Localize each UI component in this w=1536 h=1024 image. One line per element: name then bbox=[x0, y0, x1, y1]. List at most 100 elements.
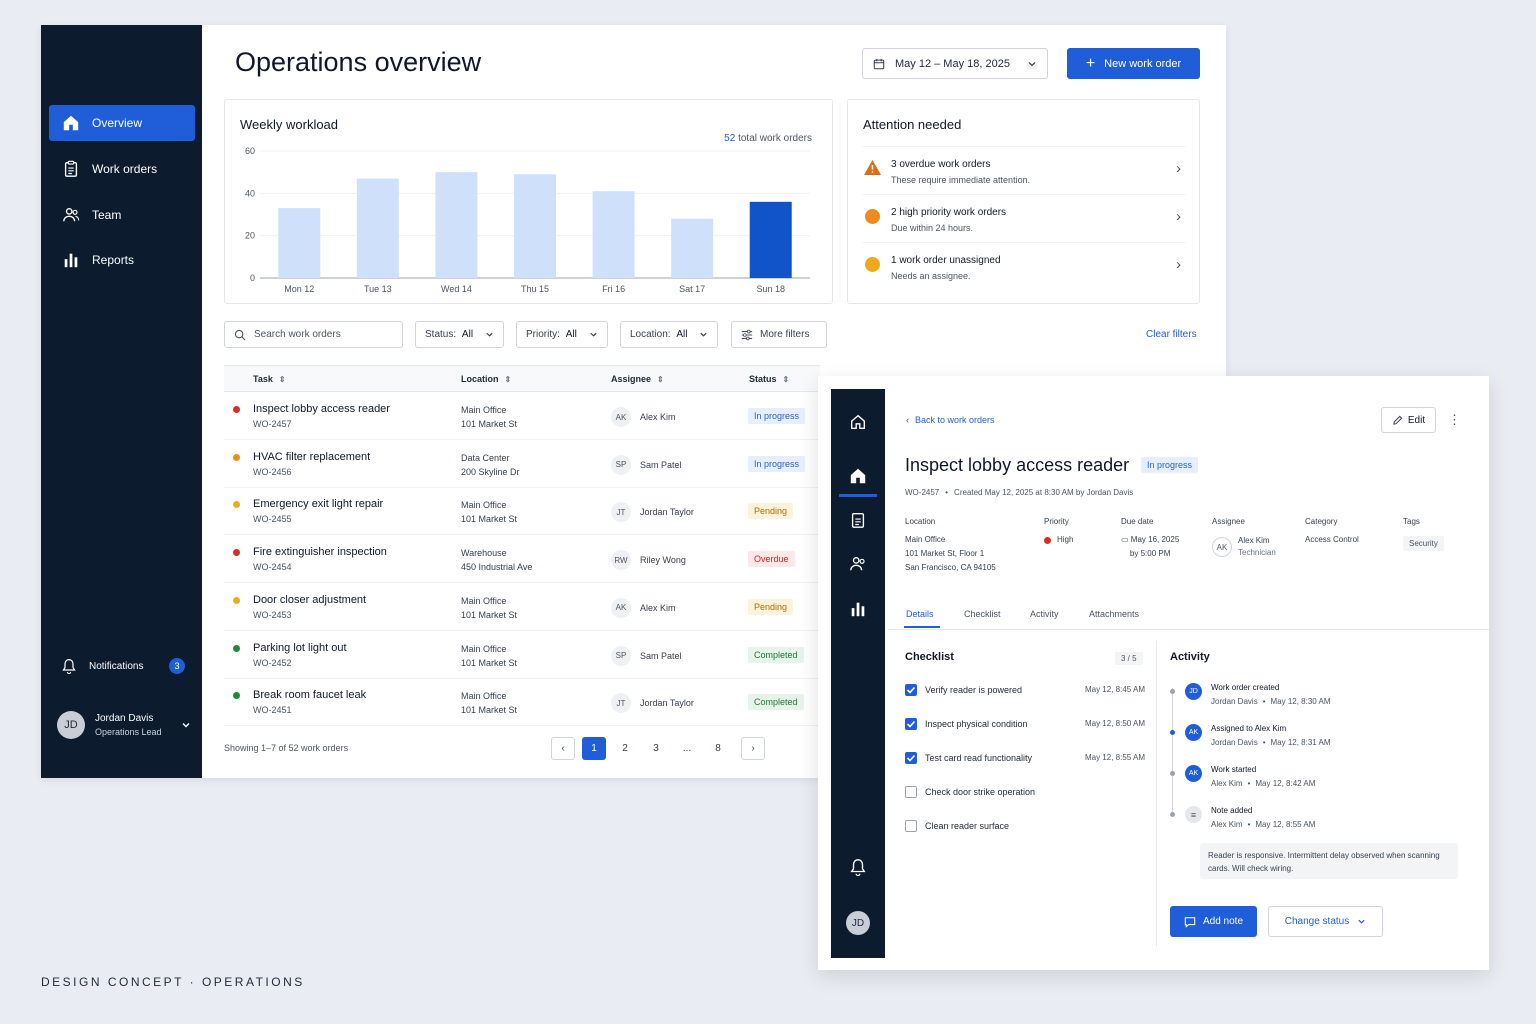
page-button[interactable]: 2 bbox=[622, 743, 628, 754]
home-outline-icon[interactable] bbox=[849, 413, 867, 431]
add-note-button[interactable]: Add note bbox=[1170, 906, 1257, 937]
chart-title: Weekly workload bbox=[240, 117, 339, 132]
checkbox-checked[interactable] bbox=[905, 718, 917, 730]
search-input[interactable]: Search work orders bbox=[254, 329, 341, 340]
back-link[interactable]: ‹ Back to work orders bbox=[906, 415, 995, 425]
status-filter[interactable]: Status: All bbox=[415, 321, 504, 348]
th-task[interactable]: Task ⇕ bbox=[253, 374, 286, 384]
bar[interactable] bbox=[671, 218, 714, 278]
table-row[interactable]: Emergency exit light repair WO-2455 Main O… bbox=[224, 488, 820, 536]
nav-reports[interactable]: Reports bbox=[49, 242, 195, 278]
nav-work-orders[interactable]: Work orders bbox=[49, 151, 195, 187]
tab-details[interactable]: Details bbox=[906, 609, 934, 619]
bell-icon[interactable] bbox=[849, 858, 867, 876]
th-status[interactable]: Status ⇕ bbox=[749, 374, 789, 384]
checkbox-unchecked[interactable] bbox=[905, 786, 917, 798]
new-work-order-button[interactable]: + New work order bbox=[1067, 48, 1200, 79]
tag-badge[interactable]: Security bbox=[1403, 536, 1444, 551]
attention-item[interactable]: 2 high priority work orders Due within 24… bbox=[863, 194, 1185, 242]
checklist-item[interactable]: Test card read functionality May 12, 8:55… bbox=[905, 752, 1145, 766]
bar[interactable] bbox=[749, 201, 792, 278]
bar[interactable] bbox=[592, 191, 635, 278]
priority-filter[interactable]: Priority: All bbox=[516, 321, 608, 348]
attention-item-title: 3 overdue work orders bbox=[891, 159, 991, 170]
checklist-item[interactable]: Clean reader surface bbox=[905, 820, 1145, 834]
search-box[interactable]: Search work orders bbox=[224, 321, 403, 348]
checklist-item[interactable]: Inspect physical condition May 12, 8:50 A… bbox=[905, 718, 1145, 732]
task-id: WO-2457 bbox=[253, 419, 292, 429]
checklist-label: Verify reader is powered bbox=[925, 685, 1023, 695]
bar[interactable] bbox=[356, 178, 399, 278]
tab-divider bbox=[888, 629, 1489, 630]
checkbox-unchecked[interactable] bbox=[905, 820, 917, 832]
nav-team[interactable]: Team bbox=[49, 197, 195, 233]
user-menu[interactable]: JD Jordan Davis Operations Lead bbox=[57, 709, 191, 741]
nav-overview[interactable]: Overview bbox=[49, 105, 195, 141]
notifications-button[interactable]: Notifications 3 bbox=[61, 655, 185, 677]
chevron-right-icon: › bbox=[1176, 160, 1181, 177]
sort-icon: ⇕ bbox=[278, 374, 286, 384]
nav-label: Reports bbox=[92, 253, 135, 267]
table-row[interactable]: Inspect lobby access reader WO-2457 Main O… bbox=[224, 393, 820, 440]
avatar[interactable]: JD bbox=[846, 911, 870, 935]
separator: • bbox=[1262, 697, 1266, 706]
clipboard-icon[interactable] bbox=[849, 511, 867, 529]
checklist-time: May 12, 8:55 AM bbox=[1084, 753, 1145, 762]
assignee-name: Jordan Taylor bbox=[640, 507, 694, 518]
bar[interactable] bbox=[514, 174, 556, 278]
checkbox-checked[interactable] bbox=[905, 752, 917, 764]
table-row[interactable]: Parking lot light out WO-2452 Main Office 1… bbox=[224, 632, 820, 679]
page-button[interactable]: 1 bbox=[582, 737, 606, 760]
y-tick-label: 20 bbox=[245, 231, 255, 241]
date-range-picker[interactable]: May 12 – May 18, 2025 bbox=[862, 48, 1048, 79]
checklist-title: Checklist bbox=[905, 651, 954, 663]
bar-chart-icon[interactable] bbox=[849, 600, 867, 618]
table-row[interactable]: Fire extinguisher inspection WO-2454 Wareh… bbox=[224, 536, 820, 584]
assignee-avatar: JT bbox=[611, 693, 631, 714]
tab-checklist[interactable]: Checklist bbox=[964, 609, 1001, 619]
activity-time: May 12, 8:31 AM bbox=[1270, 738, 1331, 747]
tab-activity[interactable]: Activity bbox=[1030, 609, 1059, 619]
task-id: WO-2452 bbox=[253, 657, 292, 668]
table-row[interactable]: HVAC filter replacement WO-2456 Data Cente… bbox=[224, 441, 820, 488]
bar[interactable] bbox=[278, 208, 321, 278]
avatar: AK bbox=[1185, 765, 1202, 782]
home-icon[interactable] bbox=[849, 467, 867, 485]
assignee-value: AK Alex Kim Technician bbox=[1212, 535, 1276, 559]
change-status-button[interactable]: Change status bbox=[1268, 906, 1383, 937]
x-tick-label: Wed 14 bbox=[441, 284, 472, 294]
more-options-icon[interactable]: ⋮ bbox=[1448, 412, 1461, 427]
x-tick-label: Thu 15 bbox=[521, 284, 549, 294]
location-filter[interactable]: Location: All bbox=[620, 321, 718, 348]
checklist-item[interactable]: Check door strike operation bbox=[905, 786, 1145, 800]
task-name: Inspect lobby access reader bbox=[253, 403, 390, 415]
edit-button[interactable]: Edit bbox=[1381, 407, 1436, 433]
checklist-time: May 12, 8:45 AM bbox=[1084, 685, 1145, 694]
task-id: WO-2453 bbox=[253, 609, 292, 620]
page-button[interactable]: ... bbox=[682, 743, 692, 754]
check-icon bbox=[906, 754, 916, 762]
team-icon[interactable] bbox=[849, 555, 867, 573]
page-button[interactable]: 8 bbox=[715, 743, 721, 754]
more-filters-button[interactable]: More filters bbox=[731, 321, 827, 348]
th-assignee[interactable]: Assignee ⇕ bbox=[611, 374, 664, 384]
chevron-right-icon: › bbox=[751, 743, 755, 754]
table-row[interactable]: Door closer adjustment WO-2453 Main Office… bbox=[224, 584, 820, 631]
table-row[interactable]: Break room faucet leak WO-2451 Main Office… bbox=[224, 679, 820, 727]
th-location[interactable]: Location ⇕ bbox=[461, 374, 511, 384]
checkbox-checked[interactable] bbox=[905, 684, 917, 696]
clear-filters-link[interactable]: Clear filters bbox=[1146, 329, 1197, 340]
next-page-button[interactable]: › bbox=[741, 737, 765, 760]
nav-label: Team bbox=[92, 208, 122, 222]
attention-item[interactable]: 3 overdue work orders These require immed… bbox=[863, 146, 1185, 194]
attention-item[interactable]: 1 work order unassigned Needs an assignee… bbox=[863, 242, 1185, 290]
checklist-label: Test card read functionality bbox=[925, 753, 1033, 763]
bar[interactable] bbox=[435, 172, 478, 278]
checklist-item[interactable]: Verify reader is powered May 12, 8:45 AM bbox=[905, 684, 1145, 698]
search-icon bbox=[234, 329, 246, 341]
th-label: Status bbox=[749, 374, 777, 384]
page-button[interactable]: 3 bbox=[653, 743, 659, 754]
activity-who: Jordan Davis bbox=[1211, 697, 1258, 706]
prev-page-button[interactable]: ‹ bbox=[551, 737, 575, 760]
tab-attachments[interactable]: Attachments bbox=[1089, 609, 1140, 619]
